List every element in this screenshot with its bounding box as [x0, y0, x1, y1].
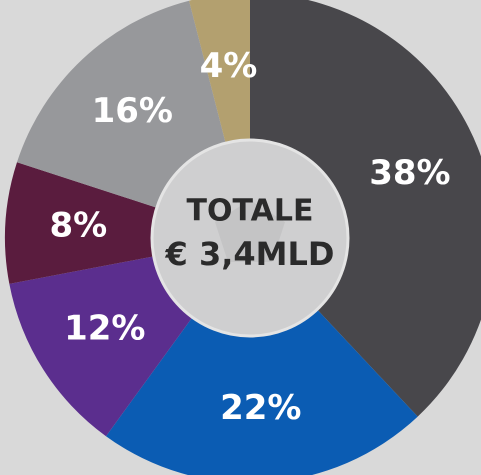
slice [4, 162, 159, 284]
value-label: 8% [49, 206, 107, 246]
value-label: 12% [64, 309, 145, 349]
ball-pattern [215, 200, 285, 262]
slice [105, 307, 418, 475]
value-label: 22% [220, 388, 301, 428]
value-label: 4% [200, 46, 258, 86]
slice [9, 255, 194, 437]
center-value: € 3,4MLD [165, 235, 335, 273]
center-label: TOTALE [187, 194, 314, 229]
slice [250, 0, 481, 417]
value-label: 38% [369, 153, 450, 193]
slices [4, 0, 481, 475]
slice [16, 0, 227, 209]
value-label: 16% [92, 91, 173, 131]
slice [189, 0, 250, 146]
